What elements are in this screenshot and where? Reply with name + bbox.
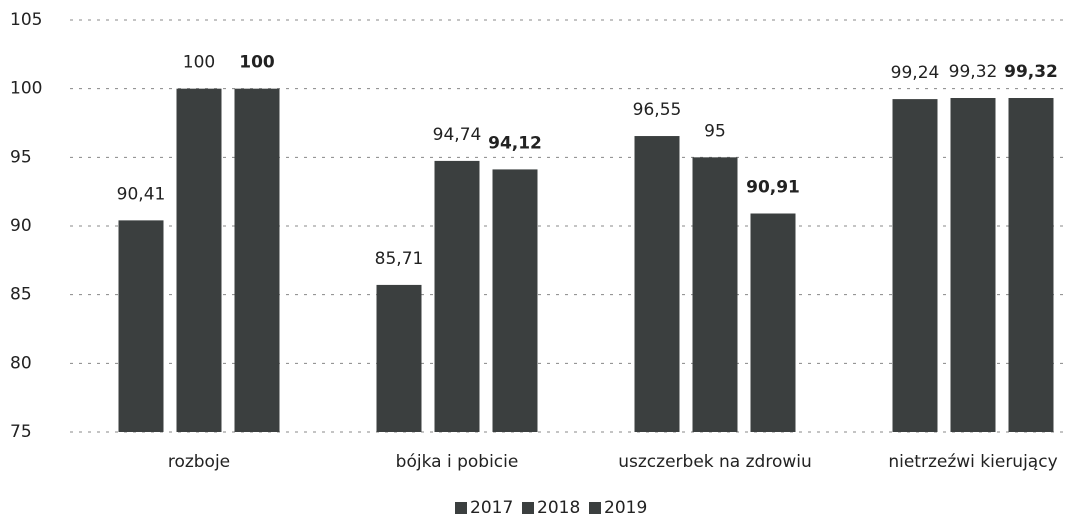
bar — [434, 160, 480, 433]
value-label: 90,91 — [746, 178, 800, 198]
value-label: 99,32 — [949, 62, 998, 82]
value-label: 90,41 — [117, 184, 166, 204]
value-label: 95 — [704, 121, 726, 141]
value-label: 94,74 — [433, 125, 482, 145]
bar — [176, 88, 222, 433]
value-label: 100 — [239, 53, 275, 73]
value-label: 94,12 — [488, 133, 542, 153]
bar — [634, 136, 680, 432]
legend-swatch — [589, 502, 601, 514]
x-tick-label: bójka i pobicie — [396, 452, 519, 472]
legend-label: 2019 — [604, 498, 647, 518]
legend-label: 2017 — [470, 498, 513, 518]
y-tick-label: 85 — [10, 285, 32, 305]
value-label: 85,71 — [375, 249, 424, 269]
bar — [750, 213, 796, 432]
y-tick-label: 95 — [10, 147, 32, 167]
y-tick-label: 80 — [10, 353, 32, 373]
y-tick-label: 100 — [10, 79, 42, 99]
value-label: 100 — [183, 53, 215, 73]
legend-label: 2018 — [537, 498, 580, 518]
bar — [692, 157, 738, 433]
y-tick-label: 75 — [10, 422, 32, 442]
legend-swatch — [455, 502, 467, 514]
bar — [1008, 98, 1054, 432]
bar — [234, 88, 280, 433]
value-label: 96,55 — [633, 100, 682, 120]
x-tick-label: nietrzeźwi kierujący — [888, 452, 1057, 472]
bar — [950, 98, 996, 432]
bar — [892, 99, 938, 432]
bar — [492, 169, 538, 432]
value-label: 99,24 — [891, 63, 940, 83]
y-tick-label: 105 — [10, 10, 42, 30]
bar — [118, 220, 164, 432]
legend-swatch — [522, 502, 534, 514]
y-tick-label: 90 — [10, 216, 32, 236]
x-tick-label: uszczerbek na zdrowiu — [618, 452, 812, 472]
x-tick-label: rozboje — [168, 452, 230, 472]
value-label: 99,32 — [1004, 62, 1058, 82]
bar — [376, 284, 422, 432]
